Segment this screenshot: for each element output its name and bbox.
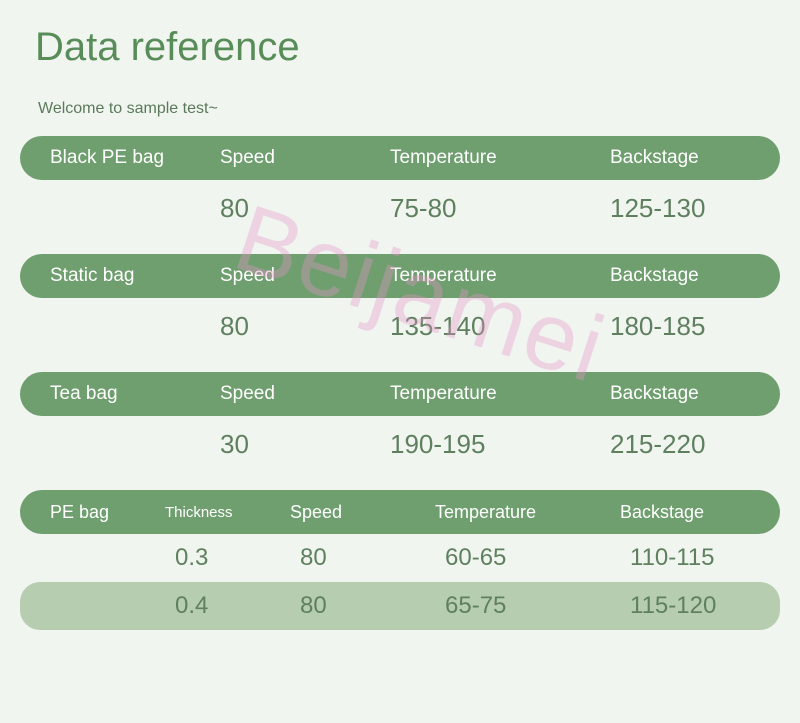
temperature-header: Temperature bbox=[390, 383, 610, 405]
bag-name-header: PE bag bbox=[20, 502, 165, 523]
temperature-header: Temperature bbox=[390, 147, 610, 169]
table-value-row: 80 135-140 180-185 bbox=[20, 298, 780, 354]
bag-name-header: Tea bag bbox=[20, 383, 220, 405]
temperature-header: Temperature bbox=[390, 265, 610, 287]
table-header-row: Static bag Speed Temperature Backstage bbox=[20, 254, 780, 298]
temperature-value: 65-75 bbox=[435, 592, 620, 620]
thickness-value: 0.4 bbox=[165, 592, 290, 620]
table-value-row: 80 75-80 125-130 bbox=[20, 180, 780, 236]
speed-header: Speed bbox=[220, 147, 390, 169]
table-value-row: 30 190-195 215-220 bbox=[20, 416, 780, 472]
backstage-value: 180-185 bbox=[610, 311, 780, 342]
backstage-header: Backstage bbox=[610, 383, 780, 405]
speed-value: 80 bbox=[290, 592, 435, 620]
speed-header: Speed bbox=[220, 265, 390, 287]
backstage-value: 125-130 bbox=[610, 193, 780, 224]
speed-header: Speed bbox=[290, 502, 435, 523]
table-static: Static bag Speed Temperature Backstage 8… bbox=[20, 254, 780, 354]
page-title: Data reference bbox=[0, 0, 800, 70]
bag-name-header: Black PE bag bbox=[20, 147, 220, 169]
thickness-value: 0.3 bbox=[165, 544, 290, 572]
table-header-row: Tea bag Speed Temperature Backstage bbox=[20, 372, 780, 416]
backstage-value: 110-115 bbox=[620, 544, 780, 572]
speed-value: 80 bbox=[290, 544, 435, 572]
speed-value: 30 bbox=[220, 429, 390, 460]
speed-header: Speed bbox=[220, 383, 390, 405]
backstage-header: Backstage bbox=[620, 502, 780, 523]
table-header-row: Black PE bag Speed Temperature Backstage bbox=[20, 136, 780, 180]
table-pe: PE bag Thickness Speed Temperature Backs… bbox=[20, 490, 780, 630]
speed-value: 80 bbox=[220, 311, 390, 342]
speed-value: 80 bbox=[220, 193, 390, 224]
temperature-value: 75-80 bbox=[390, 193, 610, 224]
subtitle: Welcome to sample test~ bbox=[0, 70, 800, 118]
temperature-value: 60-65 bbox=[435, 544, 620, 572]
backstage-header: Backstage bbox=[610, 265, 780, 287]
backstage-value: 215-220 bbox=[610, 429, 780, 460]
thickness-header: Thickness bbox=[165, 504, 290, 521]
temperature-value: 135-140 bbox=[390, 311, 610, 342]
table-tea: Tea bag Speed Temperature Backstage 30 1… bbox=[20, 372, 780, 472]
bag-name-header: Static bag bbox=[20, 265, 220, 287]
table-header-row: PE bag Thickness Speed Temperature Backs… bbox=[20, 490, 780, 534]
backstage-value: 115-120 bbox=[620, 592, 780, 620]
table-value-row: 0.3 80 60-65 110-115 bbox=[20, 534, 780, 582]
temperature-header: Temperature bbox=[435, 502, 620, 523]
backstage-header: Backstage bbox=[610, 147, 780, 169]
table-black-pe: Black PE bag Speed Temperature Backstage… bbox=[20, 136, 780, 236]
table-value-row: 0.4 80 65-75 115-120 bbox=[20, 582, 780, 630]
temperature-value: 190-195 bbox=[390, 429, 610, 460]
